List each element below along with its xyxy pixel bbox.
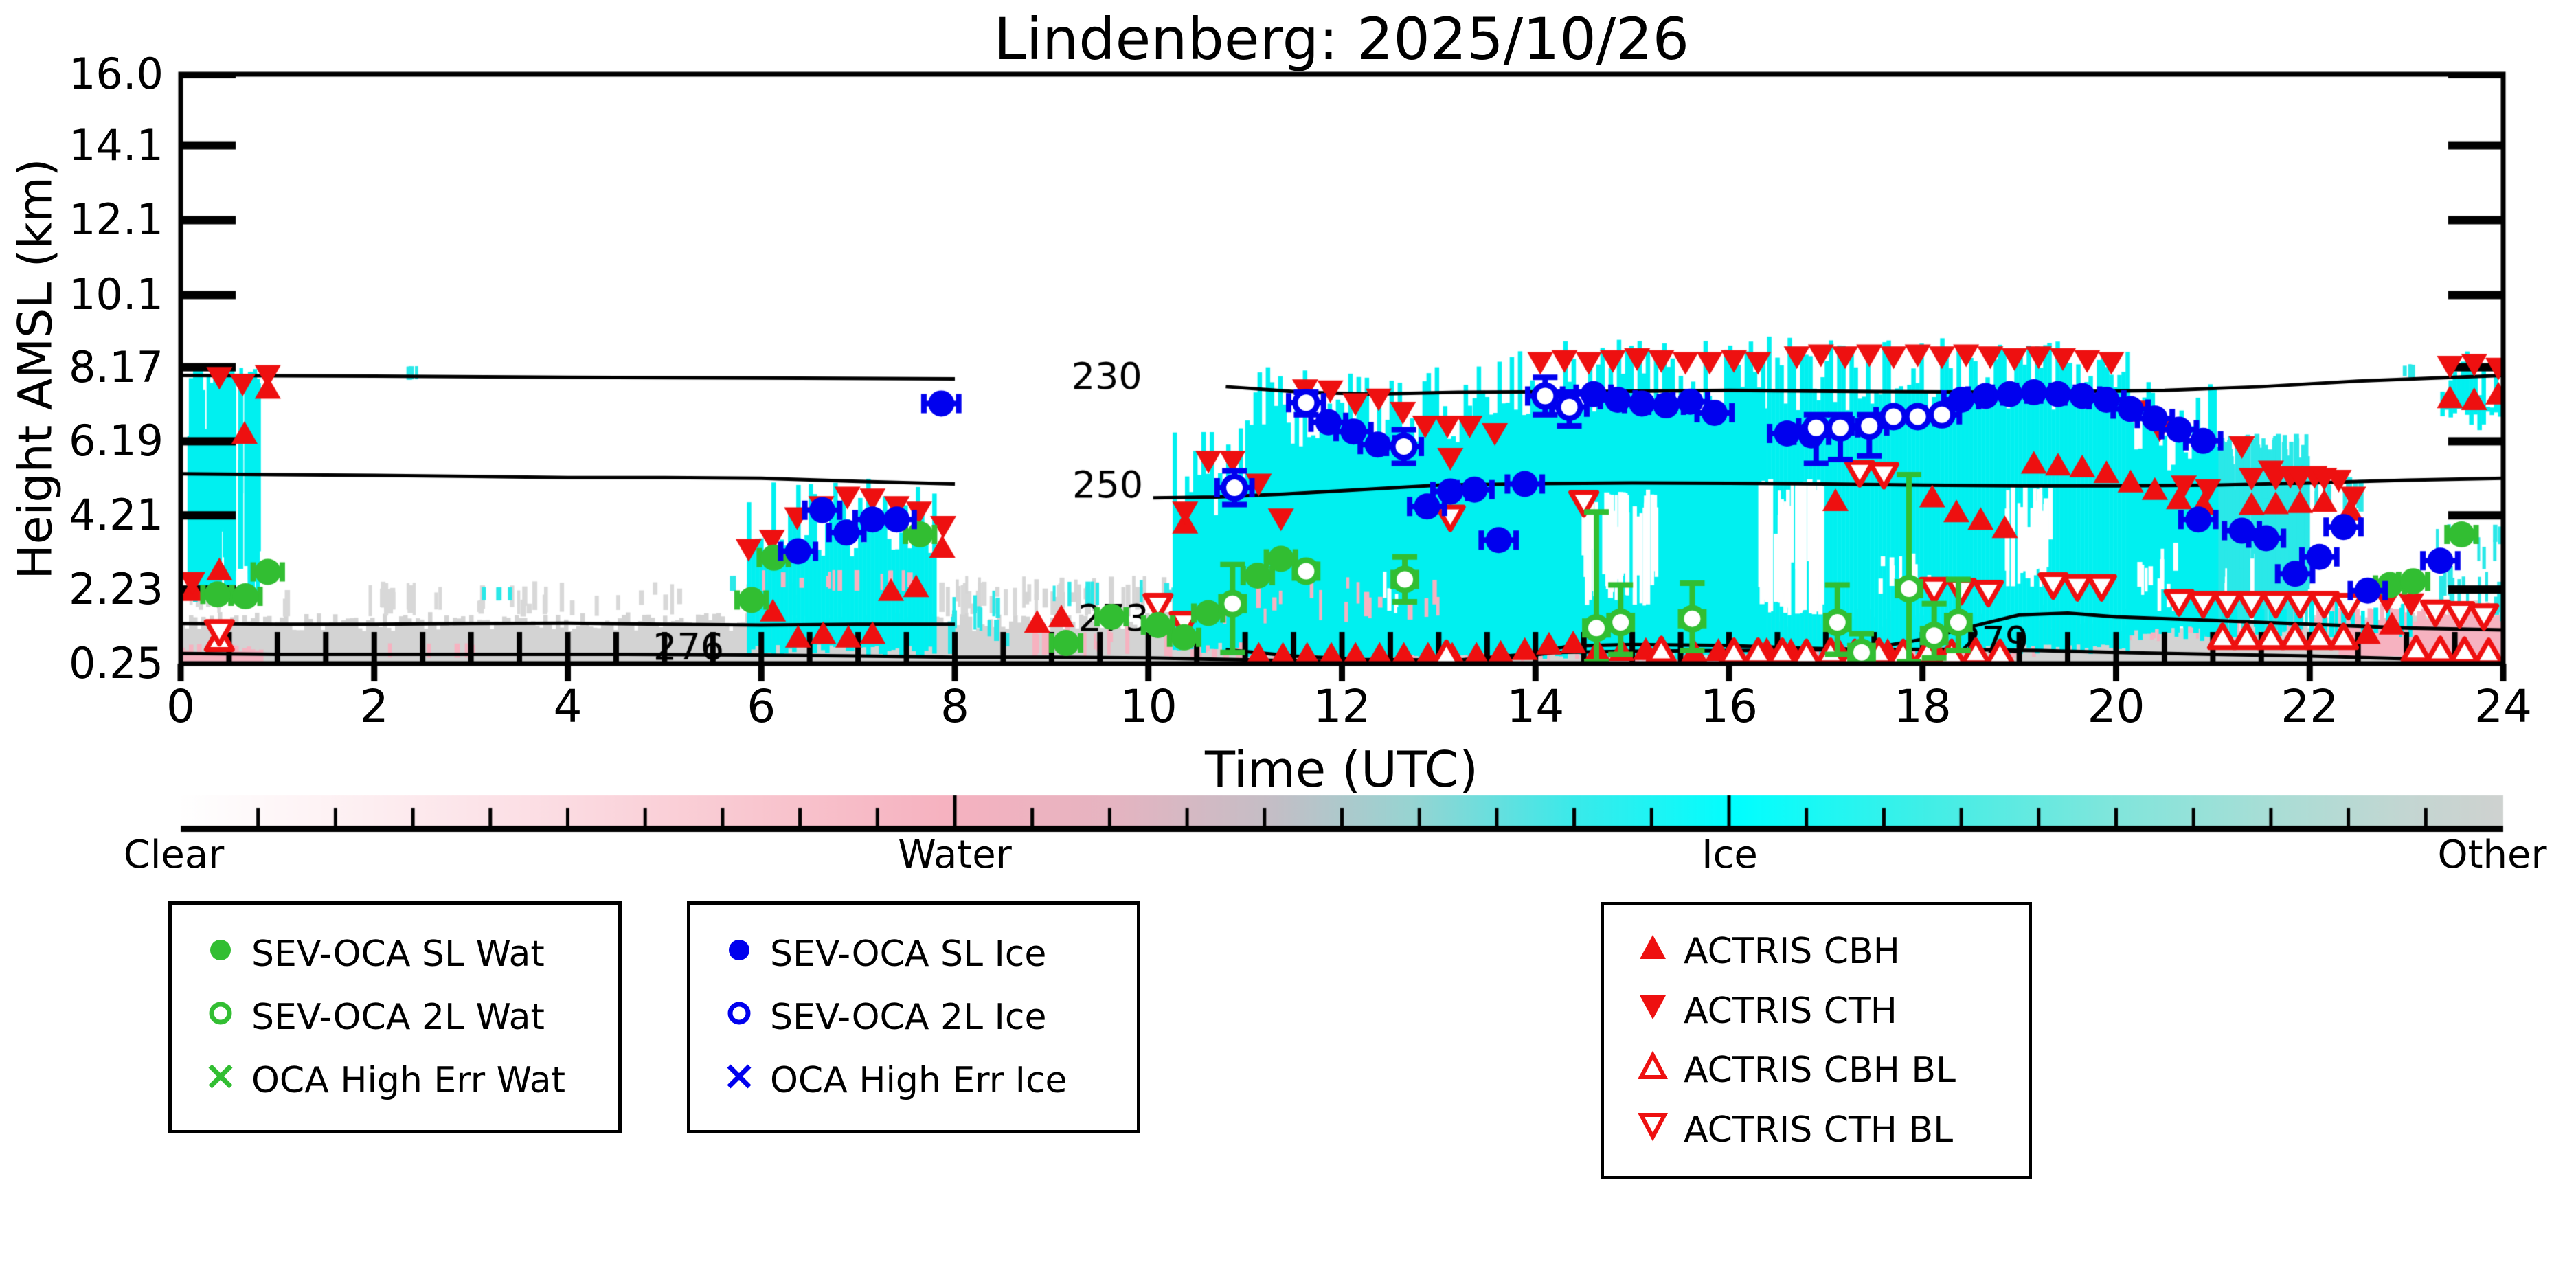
- tri-up-icon: [1640, 934, 1666, 959]
- dot-icon: [723, 934, 755, 975]
- y-tick-label: 14.1: [68, 120, 163, 170]
- tri-up-icon: [1637, 931, 1669, 972]
- x-icon: [727, 1064, 752, 1089]
- colorbar-label-water: Water: [898, 833, 1012, 877]
- x-axis-title: Time (UTC): [1204, 741, 1479, 798]
- colorbar-label-other: Other: [2437, 833, 2547, 877]
- tri-down-open-icon: [1637, 1109, 1669, 1151]
- colorbar-label-ice: Ice: [1702, 833, 1758, 877]
- legend-item: SEV-OCA 2L Ice: [690, 997, 1137, 1038]
- legend-item-label: SEV-OCA 2L Ice: [770, 997, 1047, 1038]
- legend-item-label: SEV-OCA SL Wat: [251, 934, 545, 975]
- x-tick-label: 2: [359, 680, 389, 733]
- legend-item: ACTRIS CTH BL: [1604, 1109, 2029, 1151]
- tri-down-open-icon: [1638, 1113, 1668, 1142]
- colorbar-label-clear: Clear: [123, 833, 225, 877]
- legend-ice: SEV-OCA SL Ice SEV-OCA 2L Ice OCA High Err…: [687, 901, 1140, 1133]
- tri-up-open-icon: [1638, 1050, 1668, 1080]
- page-title: Lindenberg: 2025/10/26: [993, 5, 1690, 73]
- x-icon: [205, 1060, 236, 1101]
- x-icon: [723, 1060, 755, 1101]
- x-icon: [208, 1064, 233, 1089]
- ring-icon: [205, 997, 236, 1038]
- y-tick-label: 4.21: [68, 490, 163, 541]
- x-tick-label: 10: [1119, 680, 1177, 733]
- x-tick-label: 4: [553, 680, 583, 733]
- tri-down-icon: [1637, 991, 1669, 1032]
- ring-icon: [727, 1002, 751, 1025]
- legend-item: ACTRIS CBH: [1604, 931, 2029, 972]
- legend-item-label: SEV-OCA 2L Wat: [251, 997, 545, 1038]
- dot-icon: [205, 934, 236, 975]
- x-tick-label: 12: [1313, 680, 1371, 733]
- x-tick-label: 0: [166, 680, 195, 733]
- legend-actris: ACTRIS CBH ACTRIS CTH ACTRIS CBH BL ACTRIS …: [1601, 902, 2032, 1179]
- y-tick-label: 6.19: [68, 416, 163, 466]
- y-tick-label: 12.1: [68, 194, 163, 245]
- legend-item-label: ACTRIS CTH: [1684, 990, 1897, 1032]
- x-tick-label: 20: [2087, 680, 2145, 733]
- legend-item-label: ACTRIS CBH BL: [1684, 1050, 1956, 1092]
- x-tick-label: 8: [940, 680, 969, 733]
- ring-icon: [723, 997, 755, 1038]
- legend-item: SEV-OCA 2L Wat: [172, 997, 618, 1038]
- y-tick-label: 2.23: [68, 564, 163, 615]
- y-tick-label: 16.0: [68, 49, 163, 99]
- legend-item: OCA High Err Ice: [690, 1060, 1137, 1101]
- x-tick-label: 14: [1506, 680, 1565, 733]
- legend-item-label: ACTRIS CTH BL: [1684, 1109, 1954, 1151]
- x-tick-label: 24: [2474, 680, 2532, 733]
- dot-icon: [210, 940, 231, 960]
- x-tick-label: 18: [1893, 680, 1952, 733]
- y-tick-label: 10.1: [68, 269, 163, 320]
- x-tick-label: 16: [1700, 680, 1758, 733]
- legend-item-label: OCA High Err Wat: [251, 1060, 565, 1101]
- legend-item-label: SEV-OCA SL Ice: [770, 934, 1047, 975]
- y-tick-label: 0.25: [68, 638, 163, 688]
- legend-item-label: ACTRIS CBH: [1684, 930, 1900, 972]
- legend-item-label: OCA High Err Ice: [770, 1060, 1067, 1101]
- dot-icon: [729, 940, 749, 960]
- tri-up-open-icon: [1637, 1050, 1669, 1091]
- legend-item: SEV-OCA SL Wat: [172, 934, 618, 975]
- x-tick-label: 6: [747, 680, 776, 733]
- legend-item: ACTRIS CBH BL: [1604, 1050, 2029, 1091]
- legend-water: SEV-OCA SL Wat SEV-OCA 2L Wat OCA High Err…: [168, 901, 622, 1133]
- y-tick-label: 8.17: [68, 341, 163, 392]
- tri-down-icon: [1640, 995, 1666, 1019]
- x-tick-label: 22: [2281, 680, 2339, 733]
- legend-item: OCA High Err Wat: [172, 1060, 618, 1101]
- ring-icon: [209, 1002, 232, 1025]
- legend-item: SEV-OCA SL Ice: [690, 934, 1137, 975]
- legend-item: ACTRIS CTH: [1604, 991, 2029, 1032]
